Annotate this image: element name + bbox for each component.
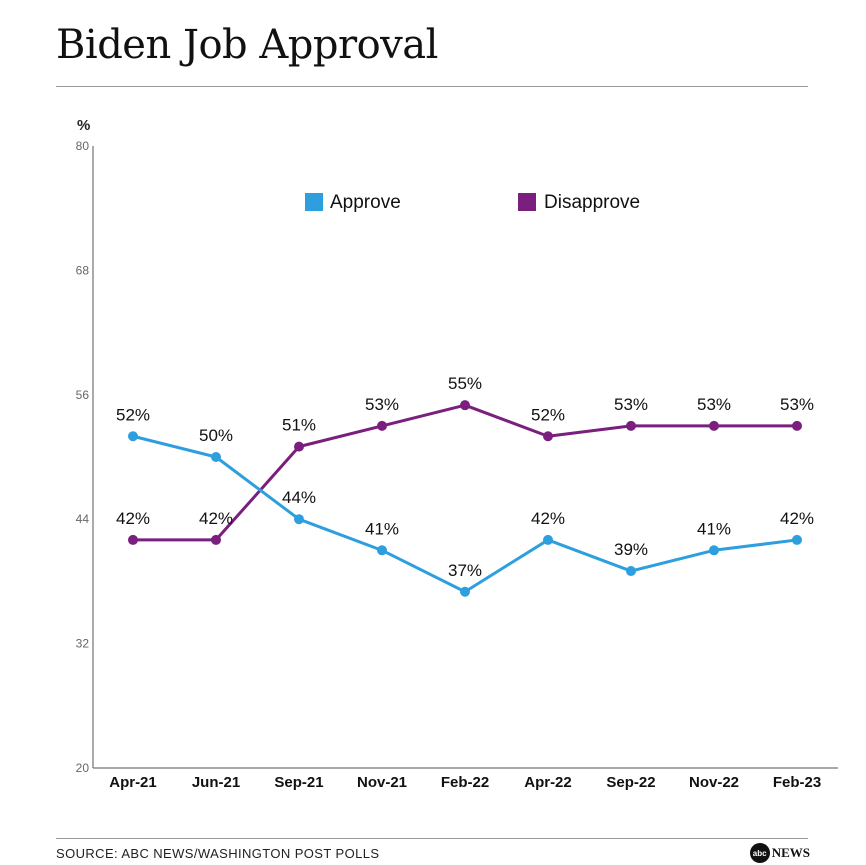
approve-point bbox=[377, 545, 387, 556]
approve-point bbox=[294, 514, 304, 525]
x-tick-label: Feb-23 bbox=[773, 774, 821, 791]
disapprove-data-label: 42% bbox=[116, 509, 150, 528]
source-note: SOURCE: ABC NEWS/WASHINGTON POST POLLS bbox=[56, 846, 380, 861]
disapprove-data-label: 55% bbox=[448, 374, 482, 393]
disapprove-data-label: 53% bbox=[697, 395, 731, 414]
approve-data-label: 42% bbox=[780, 509, 814, 528]
x-tick-label: Sep-22 bbox=[606, 774, 655, 791]
approve-point bbox=[626, 566, 636, 577]
legend-approve-swatch bbox=[305, 193, 323, 211]
abc-news-logo: abc NEWS bbox=[749, 843, 810, 863]
y-axis-label: % bbox=[77, 117, 90, 134]
disapprove-point bbox=[211, 534, 221, 545]
approve-point bbox=[460, 586, 470, 597]
x-tick-label: Nov-21 bbox=[357, 774, 407, 791]
disapprove-point bbox=[543, 431, 553, 442]
legend-disapprove-swatch bbox=[518, 193, 536, 211]
disapprove-point bbox=[626, 420, 636, 431]
disapprove-point bbox=[294, 441, 304, 452]
approve-data-label: 39% bbox=[614, 540, 648, 559]
x-tick-label: Apr-21 bbox=[109, 774, 157, 791]
approve-point bbox=[543, 534, 553, 545]
x-tick-label: Jun-21 bbox=[192, 774, 240, 791]
disapprove-data-label: 42% bbox=[199, 509, 233, 528]
approve-point bbox=[128, 431, 138, 442]
y-tick-label: 56 bbox=[76, 388, 90, 402]
x-tick-label: Nov-22 bbox=[689, 774, 739, 791]
abc-logo-icon: abc bbox=[749, 843, 770, 863]
disapprove-data-label: 53% bbox=[614, 395, 648, 414]
y-tick-label: 20 bbox=[76, 761, 90, 775]
disapprove-point bbox=[377, 420, 387, 431]
y-tick-label: 32 bbox=[76, 637, 90, 651]
approve-data-label: 37% bbox=[448, 561, 482, 580]
approve-point bbox=[792, 534, 802, 545]
title-divider bbox=[56, 86, 808, 87]
approve-data-label: 41% bbox=[365, 519, 399, 538]
disapprove-point bbox=[792, 420, 802, 431]
disapprove-data-label: 53% bbox=[365, 395, 399, 414]
approve-data-label: 42% bbox=[531, 509, 565, 528]
approve-data-label: 41% bbox=[697, 519, 731, 538]
news-logo-text: NEWS bbox=[771, 845, 810, 860]
page-title: Biden Job Approval bbox=[56, 22, 438, 68]
approve-point bbox=[709, 545, 719, 556]
approve-point bbox=[211, 452, 221, 462]
y-tick-label: 44 bbox=[76, 512, 90, 526]
legend-approve-label: Approve bbox=[330, 192, 401, 213]
y-tick-label: 68 bbox=[76, 263, 90, 277]
x-tick-label: Sep-21 bbox=[274, 774, 323, 791]
disapprove-point bbox=[128, 534, 138, 545]
legend-disapprove-label: Disapprove bbox=[544, 192, 640, 213]
disapprove-data-label: 52% bbox=[531, 405, 565, 424]
y-tick-label: 80 bbox=[76, 139, 90, 153]
approve-data-label: 50% bbox=[199, 426, 233, 445]
disapprove-point bbox=[709, 420, 719, 431]
x-tick-label: Apr-22 bbox=[524, 774, 572, 791]
x-tick-label: Feb-22 bbox=[441, 774, 489, 791]
approve-data-label: 44% bbox=[282, 488, 316, 507]
disapprove-data-label: 53% bbox=[780, 395, 814, 414]
legend: Approve Disapprove bbox=[305, 192, 640, 213]
footer-divider bbox=[56, 838, 808, 839]
approve-data-label: 52% bbox=[116, 405, 150, 424]
disapprove-data-label: 51% bbox=[282, 416, 316, 435]
disapprove-point bbox=[460, 400, 470, 411]
x-tick-labels: Apr-21 Jun-21 Sep-21 Nov-21 Feb-22 Apr-22 Sep-… bbox=[109, 774, 821, 791]
y-tick-labels: 20 32 44 56 68 80 bbox=[76, 139, 90, 775]
series-layer: 52% 50% 44% 41% 37% 42% 39% 41% 42% 42% 42% 51% 53% 5… bbox=[116, 374, 814, 597]
